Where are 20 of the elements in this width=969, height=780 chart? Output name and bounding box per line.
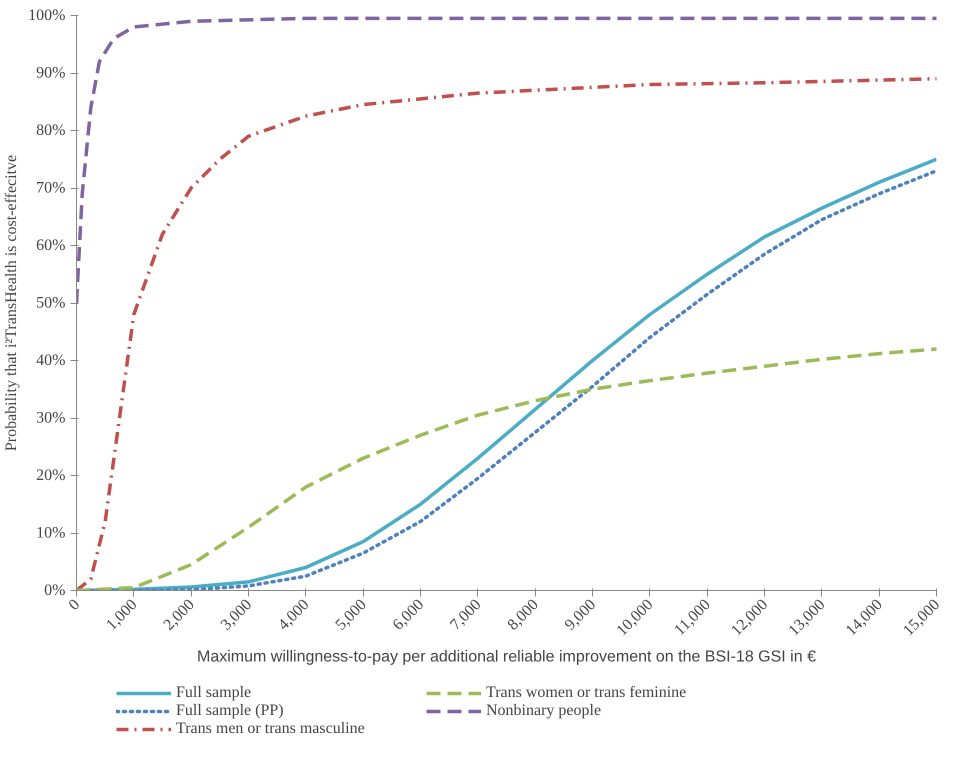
y-tick-label: 40% — [36, 352, 66, 369]
x-tick-label: 0 — [66, 596, 84, 614]
y-tick-label: 20% — [36, 467, 66, 484]
legend-label: Full sample — [176, 684, 252, 702]
legend-label: Trans men or trans masculine — [176, 720, 366, 738]
legend-label: Nonbinary people — [486, 702, 602, 720]
legend-label: Trans women or trans feminine — [486, 684, 688, 702]
y-tick-label: 0% — [44, 582, 66, 599]
y-tick-label: 70% — [36, 180, 66, 196]
y-tick-label: 100% — [28, 7, 66, 24]
legend-label: Full sample (PP) — [176, 702, 285, 720]
y-axis-title: Probability that i²TransHealth is cost-effecitve — [3, 154, 20, 452]
y-tick-label: 30% — [36, 410, 66, 426]
y-tick-label: 90% — [36, 64, 66, 82]
y-tick-label: 10% — [36, 524, 66, 542]
y-tick-label: 50% — [36, 294, 66, 312]
y-tick-label: 60% — [36, 237, 66, 254]
x-axis-title: Maximum willingness-to-pay per additional reliable improvement on the BSI-18 GSI in € — [197, 648, 816, 666]
y-tick-label: 80% — [36, 122, 66, 139]
line-series — [76, 16, 936, 305]
